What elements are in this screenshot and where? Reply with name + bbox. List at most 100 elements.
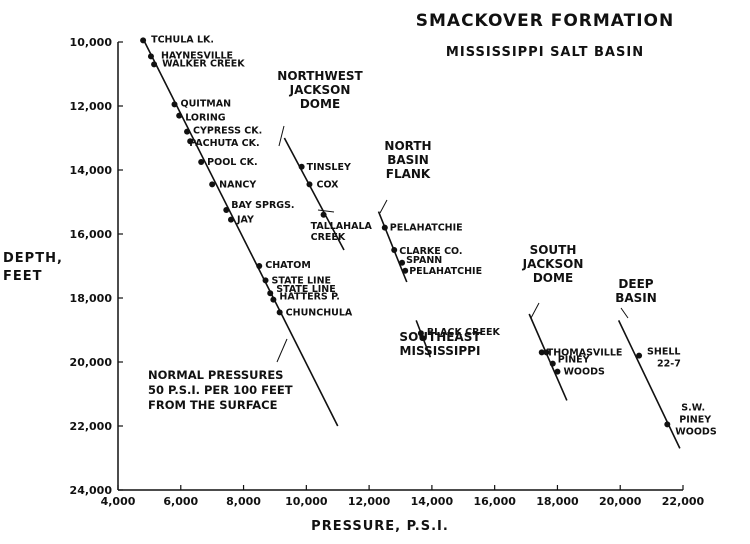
x-tick-label: 18,000 <box>536 495 579 508</box>
point-label: QUITMAN <box>181 98 232 109</box>
trend-line <box>377 211 408 283</box>
leader-deep-basin <box>620 307 629 319</box>
data-point <box>306 181 313 188</box>
point-label: HAYNESVILLE <box>161 50 233 61</box>
group-label: SOUTHEAST <box>399 330 481 344</box>
group-label: SOUTH <box>530 243 577 257</box>
leader-northwest-jackson <box>278 125 285 147</box>
group-label: DOME <box>300 97 340 111</box>
point-label: BAY SPRGS. <box>231 200 294 211</box>
data-point <box>399 259 406 266</box>
point-label: CYPRESS CK. <box>193 126 262 137</box>
trend-line <box>528 313 568 401</box>
point-label: PINEY <box>558 355 590 366</box>
group-label: NORTHWEST <box>277 69 363 83</box>
point-label: CREEK <box>311 232 346 243</box>
y-tick-label: 12,000 <box>70 100 113 113</box>
data-point <box>171 101 178 108</box>
point-label: CHATOM <box>265 260 311 271</box>
point-label: PELAHATCHIE <box>390 223 463 234</box>
point-label: WALKER CREEK <box>162 58 245 69</box>
data-point <box>151 61 158 68</box>
data-point <box>543 349 550 356</box>
data-point <box>538 349 545 356</box>
point-label: HATTERS P. <box>279 292 340 303</box>
data-point <box>417 330 424 337</box>
y-axis-label-line-2: FEET <box>3 269 43 284</box>
data-point <box>636 352 643 359</box>
normal-pressure-note-line-2: 50 P.S.I. PER 100 FEET <box>148 383 293 397</box>
x-tick-label: 20,000 <box>599 495 642 508</box>
data-points <box>140 37 671 428</box>
group-label: JACKSON <box>522 257 584 271</box>
point-label: COX <box>316 179 339 190</box>
point-label: SHELL <box>647 347 680 358</box>
data-point <box>187 138 194 145</box>
leader-lines <box>276 125 629 363</box>
point-label: WOODS <box>675 426 717 437</box>
leader-south-jackson <box>530 302 540 319</box>
data-point <box>176 112 183 119</box>
x-tick-label: 22,000 <box>662 495 705 508</box>
point-label: TCHULA LK. <box>151 34 214 45</box>
data-point <box>419 335 426 341</box>
y-tick-label: 10,000 <box>70 36 113 49</box>
point-label: TINSLEY <box>307 162 351 173</box>
point-label: PACHUTA CK. <box>189 138 259 149</box>
point-label: THOMASVILLE <box>547 347 623 358</box>
group-label: JACKSON <box>289 83 351 97</box>
group-label: BASIN <box>387 153 429 167</box>
leader-north-basin <box>379 199 388 214</box>
point-label: POOL CK. <box>207 157 257 168</box>
point-label: PELAHATCHIE <box>409 266 482 277</box>
point-label: JAY <box>236 215 254 226</box>
data-point <box>262 277 269 284</box>
y-tick-label: 14,000 <box>70 164 113 177</box>
point-label: S.W. <box>681 402 705 413</box>
point-label: SPANN <box>406 255 442 266</box>
x-tick-label: 14,000 <box>411 495 454 508</box>
x-tick-label: 10,000 <box>285 495 328 508</box>
point-label: 22-7 <box>657 359 681 370</box>
point-label: LORING <box>185 113 226 124</box>
normal-pressure-note-line-1: NORMAL PRESSURES <box>148 368 283 382</box>
data-point <box>320 211 327 218</box>
group-label: DOME <box>533 271 573 285</box>
point-label: TALLAHALA <box>311 221 373 232</box>
leader-normal-pressure <box>276 338 288 363</box>
data-point <box>209 181 216 188</box>
point-label: CHUNCHULA <box>286 307 353 318</box>
point-label: PINEY <box>679 414 711 425</box>
x-tick-label: 4,000 <box>101 495 136 508</box>
trend-line <box>617 320 681 449</box>
chart-title: SMACKOVER FORMATION <box>416 11 675 31</box>
x-ticks: 4,000 6,000 8,000 10,000 12,000 14,000 16,000 1… <box>101 485 705 508</box>
leader-tallahala <box>317 209 335 213</box>
data-point <box>140 37 147 44</box>
data-point <box>381 224 388 231</box>
data-point <box>270 296 277 303</box>
point-label: STATE LINE <box>272 275 332 286</box>
x-tick-label: 6,000 <box>163 495 198 508</box>
x-tick-label: 16,000 <box>473 495 516 508</box>
data-point <box>554 368 561 375</box>
data-point <box>198 159 205 165</box>
trend-line <box>283 137 345 251</box>
data-point <box>256 263 263 269</box>
x-tick-label: 12,000 <box>348 495 391 508</box>
y-tick-label: 22,000 <box>70 420 113 433</box>
data-point <box>223 207 230 213</box>
data-point <box>147 53 154 60</box>
data-point <box>664 421 671 428</box>
point-label: STATE LINE <box>276 284 336 295</box>
group-labels: NORTHWESTJACKSONDOMENORTHBASINFLANKSOUTH… <box>277 69 657 358</box>
y-axis-label-line-1: DEPTH, <box>3 251 63 266</box>
data-point <box>276 309 283 316</box>
group-label: MISSISSIPPI <box>400 344 481 358</box>
normal-pressure-note-line-3: FROM THE SURFACE <box>148 398 278 412</box>
y-tick-label: 24,000 <box>70 484 113 497</box>
y-tick-label: 18,000 <box>70 292 113 305</box>
data-point <box>549 360 556 367</box>
